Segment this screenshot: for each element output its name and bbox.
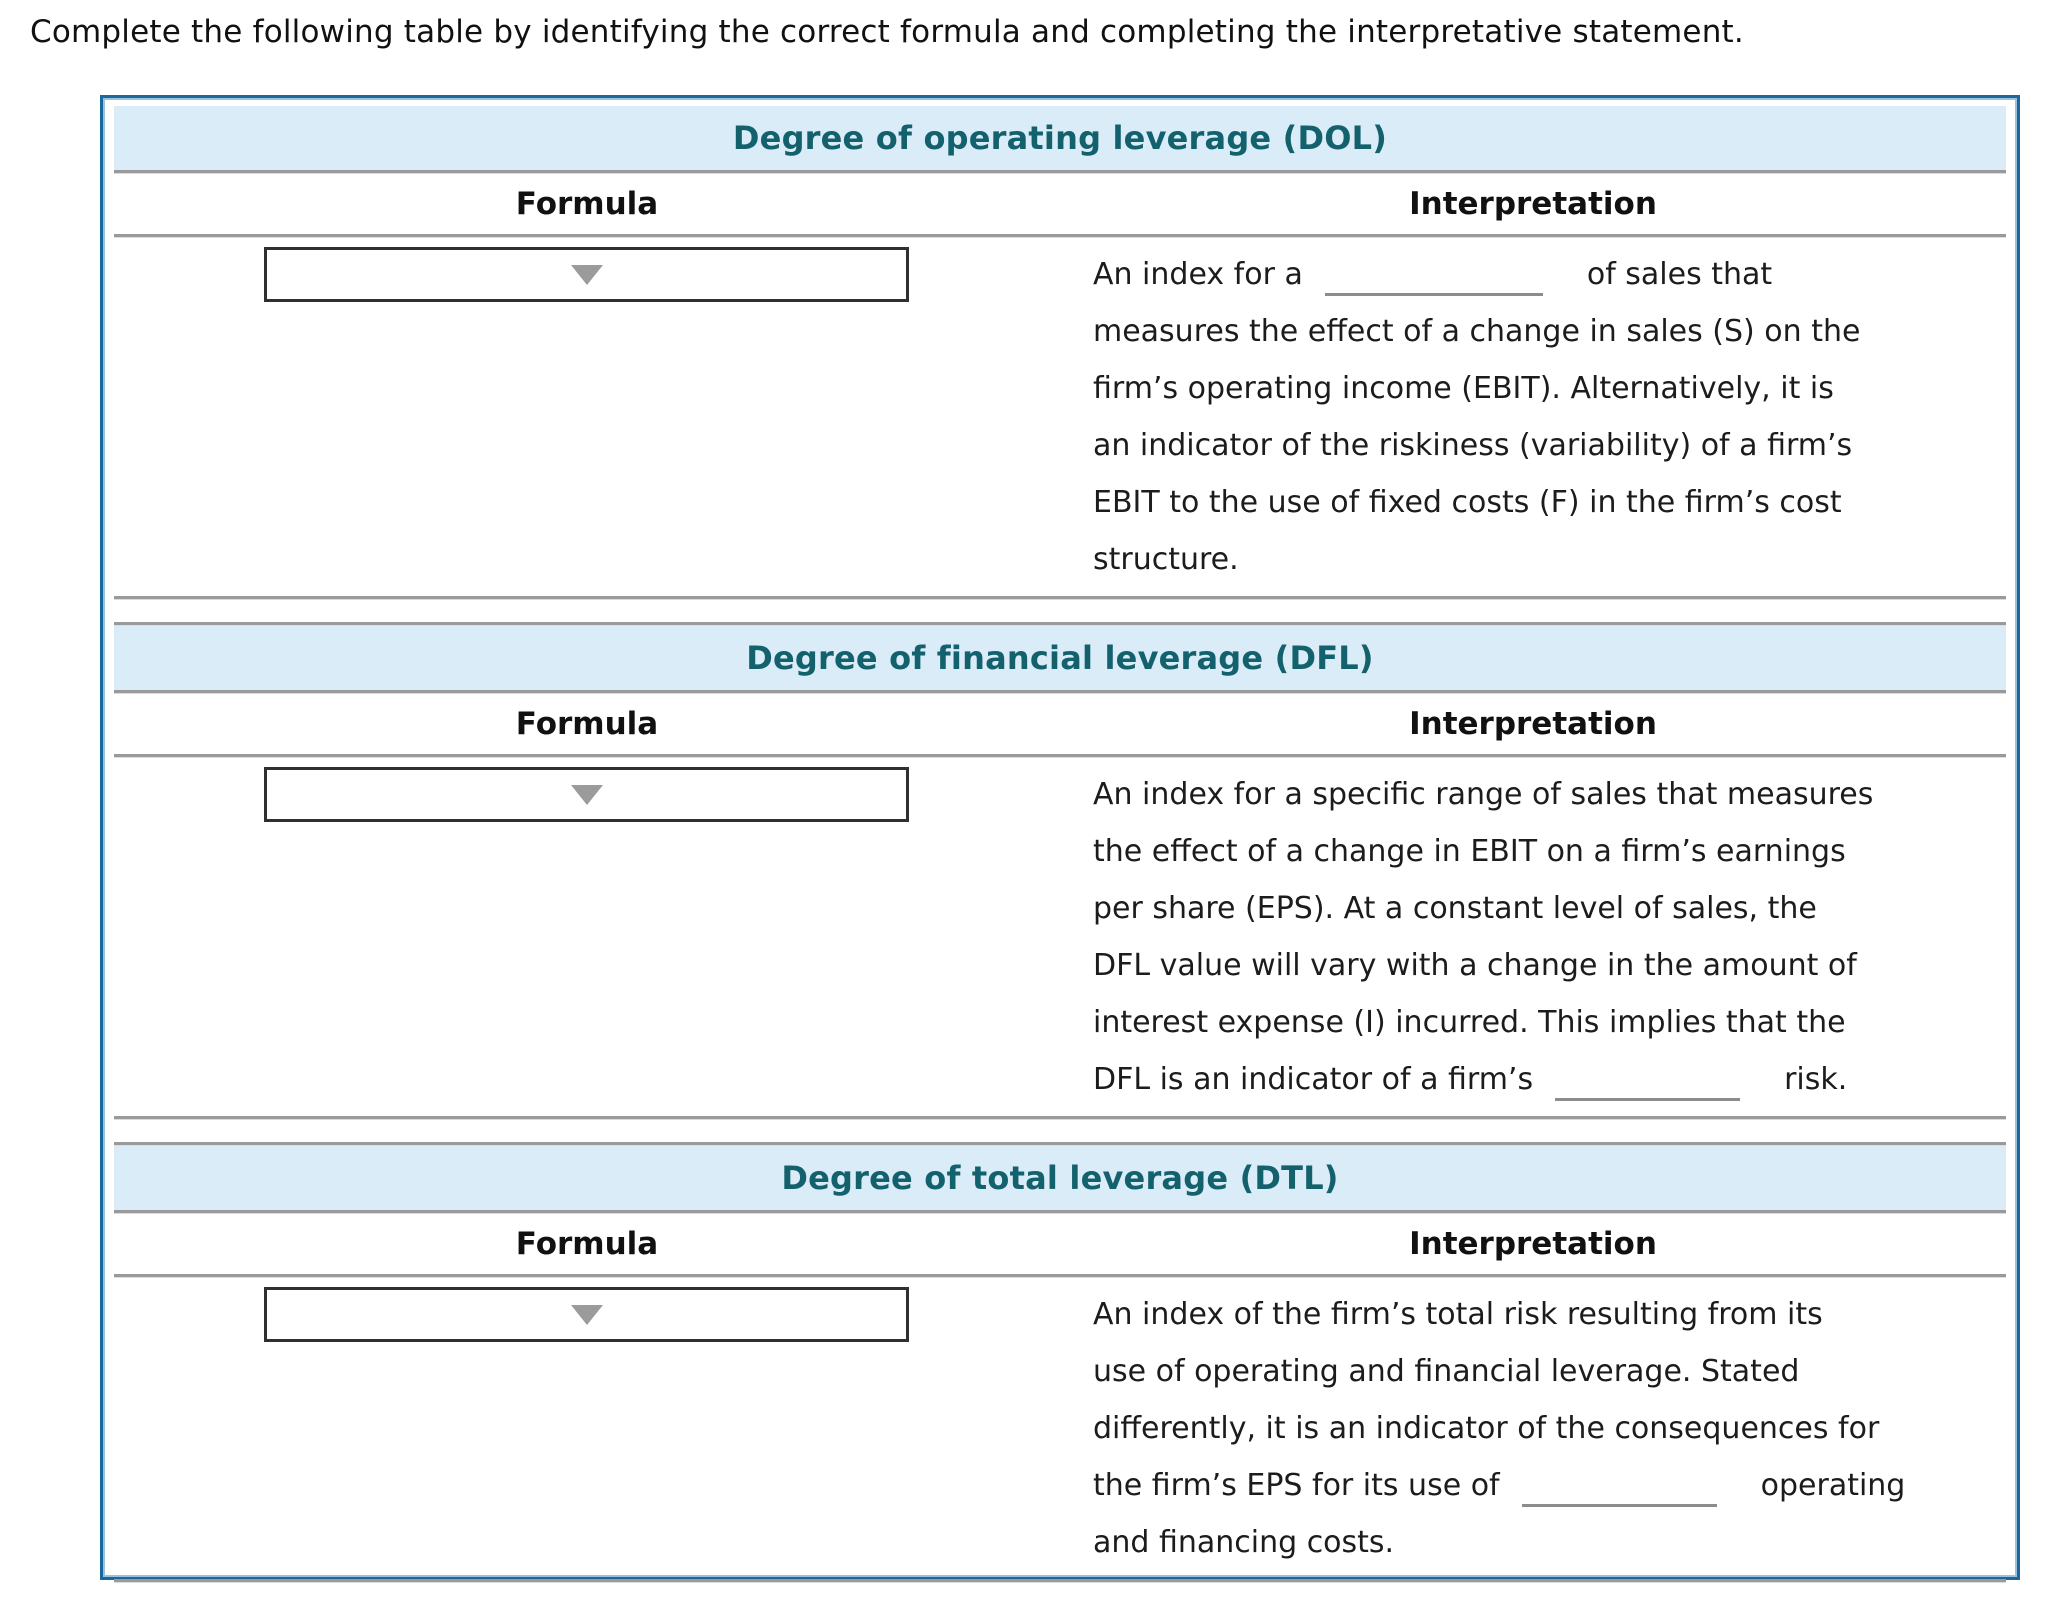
instruction-text: Complete the following table by identify… xyxy=(30,14,1744,50)
dropdown-arrow-icon xyxy=(570,1304,603,1325)
answer-blank-dropdown[interactable] xyxy=(1324,263,1543,296)
section-title: Degree of financial leverage (DFL) xyxy=(746,639,1374,677)
interpretation-line: use of operating and financial leverage.… xyxy=(1092,1354,1800,1389)
divider xyxy=(114,234,2006,238)
interpretation-line: An index for a specific range of sales t… xyxy=(1092,777,1874,812)
interpretation-column-label: Interpretation xyxy=(1409,706,1657,742)
interpretation-column-label: Interpretation xyxy=(1409,1226,1657,1262)
divider xyxy=(114,596,2006,600)
divider xyxy=(114,690,2006,694)
interpretation-line: and financing costs. xyxy=(1092,1525,1395,1560)
interpretation-text-dtl: An index of the firm’s total risk result… xyxy=(1060,1286,2006,1571)
formula-dropdown-dol[interactable] xyxy=(264,247,910,302)
section-header-dfl: Degree of financial leverage (DFL) xyxy=(114,626,2006,690)
divider xyxy=(114,1210,2006,1214)
interpretation-line: differently, it is an indicator of the c… xyxy=(1092,1411,1880,1446)
formula-column-label: Formula xyxy=(515,1226,659,1262)
interpretation-line: DFL value will vary with a change in the… xyxy=(1092,948,1857,983)
interpretation-line: An index of the firm’s total risk result… xyxy=(1092,1297,1823,1332)
interpretation-text-dol: An index for a of sales that measures the… xyxy=(1060,246,2006,588)
divider xyxy=(114,1579,2006,1583)
leverage-table-panel: Degree of operating leverage (DOL) Formu… xyxy=(100,95,2020,1583)
formula-dropdown-dfl[interactable] xyxy=(264,767,910,822)
divider xyxy=(114,170,2006,174)
answer-blank-dropdown[interactable] xyxy=(1521,1474,1717,1507)
divider xyxy=(114,622,2006,626)
interpretation-line: per share (EPS). At a constant level of … xyxy=(1092,891,1817,926)
interpretation-line: structure. xyxy=(1092,542,1239,577)
formula-column-label: Formula xyxy=(515,706,659,742)
section-title: Degree of operating leverage (DOL) xyxy=(732,119,1388,157)
formula-column-label: Formula xyxy=(515,186,659,222)
interpretation-line: the firm’s EPS for its use of operating xyxy=(1093,1457,2000,1514)
section-header-dol: Degree of operating leverage (DOL) xyxy=(114,106,2006,170)
section-header-dtl: Degree of total leverage (DTL) xyxy=(114,1146,2006,1210)
interpretation-line: DFL is an indicator of a firm’s risk. xyxy=(1093,1051,2000,1108)
interpretation-line: the effect of a change in EBIT on a firm… xyxy=(1092,834,1846,869)
interpretation-text-dfl: An index for a specific range of sales t… xyxy=(1060,766,2006,1108)
section-dol: Degree of operating leverage (DOL) Formu… xyxy=(114,106,2006,600)
interpretation-line: measures the effect of a change in sales… xyxy=(1092,314,1861,349)
answer-blank-dropdown[interactable] xyxy=(1555,1068,1741,1101)
formula-dropdown-dtl[interactable] xyxy=(264,1287,910,1342)
divider xyxy=(114,1116,2006,1120)
divider xyxy=(114,1142,2006,1146)
interpretation-line: firm’s operating income (EBIT). Alternat… xyxy=(1092,371,1834,406)
divider xyxy=(114,754,2006,758)
section-title: Degree of total leverage (DTL) xyxy=(781,1159,1339,1197)
interpretation-line: EBIT to the use of fixed costs (F) in th… xyxy=(1092,485,1842,520)
dropdown-arrow-icon xyxy=(570,264,603,285)
interpretation-line: interest expense (I) incurred. This impl… xyxy=(1092,1005,1846,1040)
dropdown-arrow-icon xyxy=(570,784,603,805)
interpretation-column-label: Interpretation xyxy=(1409,186,1657,222)
section-dfl: Degree of financial leverage (DFL) Formu… xyxy=(114,622,2006,1120)
interpretation-line: An index for a of sales that xyxy=(1093,246,2000,303)
section-dtl: Degree of total leverage (DTL) Formula I… xyxy=(114,1142,2006,1583)
interpretation-line: an indicator of the riskiness (variabili… xyxy=(1092,428,1853,463)
divider xyxy=(114,1274,2006,1278)
